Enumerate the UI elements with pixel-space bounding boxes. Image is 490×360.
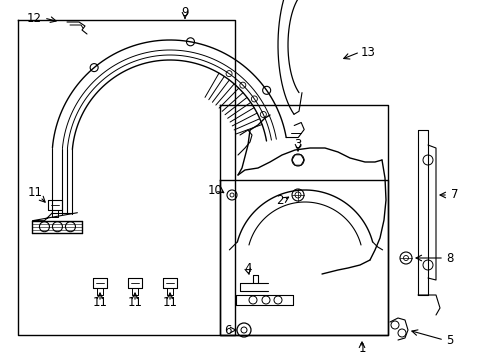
Text: 11: 11 [127,296,143,309]
Text: 4: 4 [244,261,252,274]
Text: 8: 8 [446,252,454,265]
Text: 11: 11 [27,186,43,199]
Text: 9: 9 [181,5,189,18]
Text: 7: 7 [451,189,459,202]
Text: 12: 12 [26,12,42,24]
Text: 5: 5 [446,333,454,346]
Text: 10: 10 [208,184,222,197]
Text: 3: 3 [294,139,302,152]
Text: 13: 13 [361,45,375,58]
Text: 2: 2 [276,194,284,207]
Text: 11: 11 [93,296,107,309]
Text: 11: 11 [163,296,177,309]
Text: 1: 1 [358,342,366,355]
Text: 6: 6 [224,324,232,337]
